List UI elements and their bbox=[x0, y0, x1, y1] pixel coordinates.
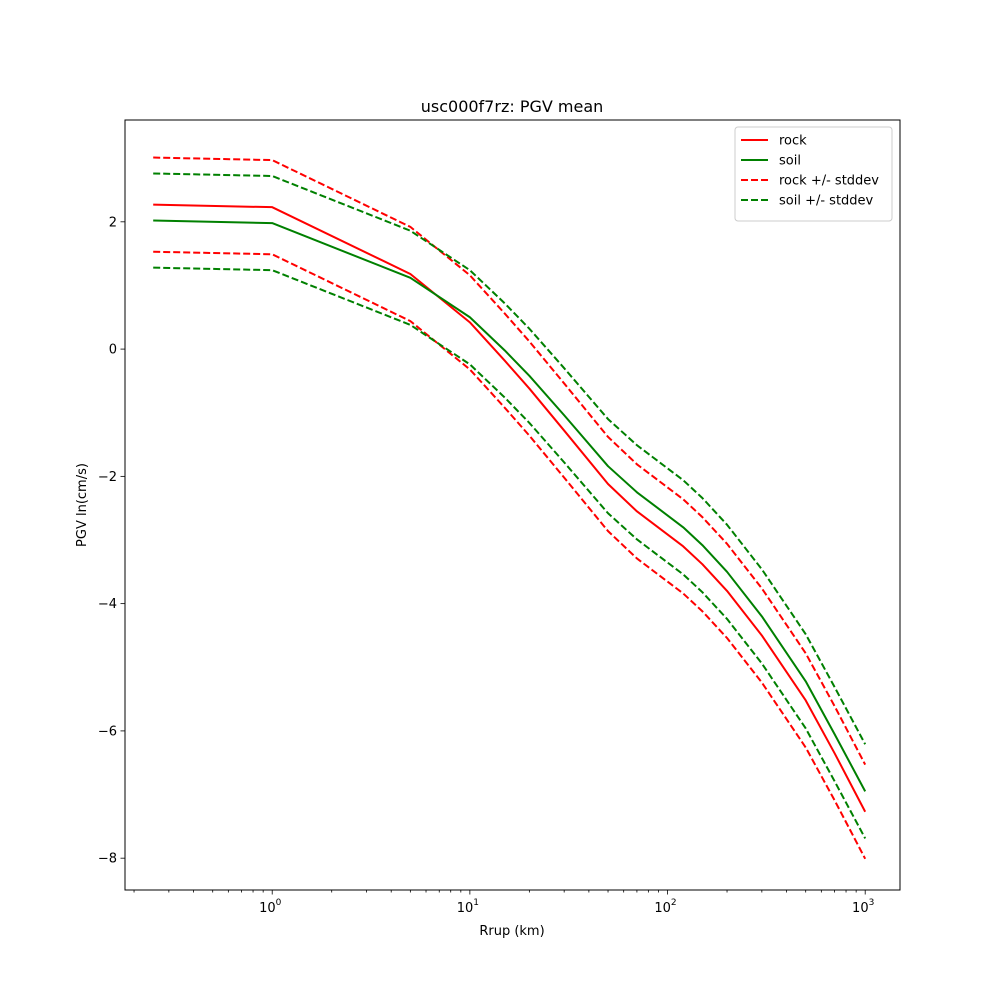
x-axis-label: Rrup (km) bbox=[479, 924, 544, 939]
x-tick-label: 101 bbox=[457, 898, 479, 916]
legend-label: soil bbox=[779, 154, 801, 169]
legend-label: soil +/- stddev bbox=[779, 194, 874, 209]
legend-box bbox=[734, 126, 893, 222]
axes-frame bbox=[124, 119, 901, 891]
x-tick-label: 100 bbox=[259, 898, 282, 916]
y-tick-label: −4 bbox=[98, 597, 117, 612]
chart-title: usc000f7rz: PGV mean bbox=[421, 97, 604, 116]
series-line-soil bbox=[153, 219, 867, 792]
legend-label: rock +/- stddev bbox=[779, 174, 879, 189]
axes-layer: 100 101 102 103 2 0 −2 −4 −6 −8 bbox=[98, 119, 901, 916]
x-tick-label: 102 bbox=[654, 898, 676, 916]
y-tick-label: −8 bbox=[98, 852, 117, 867]
y-tick-label: 2 bbox=[109, 215, 117, 230]
y-axis-label: PGV ln(cm/s) bbox=[75, 463, 90, 547]
x-tick-label: 103 bbox=[852, 898, 874, 916]
series-line-soil-stddev bbox=[153, 266, 867, 839]
y-tick-label: −2 bbox=[98, 470, 117, 485]
series-line-soil-stddev bbox=[153, 172, 867, 745]
legend: rock soil rock +/- stddev soil +/- stddev bbox=[734, 126, 893, 222]
legend-label: rock bbox=[779, 134, 807, 149]
y-tick-label: 0 bbox=[109, 343, 117, 358]
series-layer bbox=[153, 156, 867, 860]
y-tick-label: −6 bbox=[98, 724, 117, 739]
